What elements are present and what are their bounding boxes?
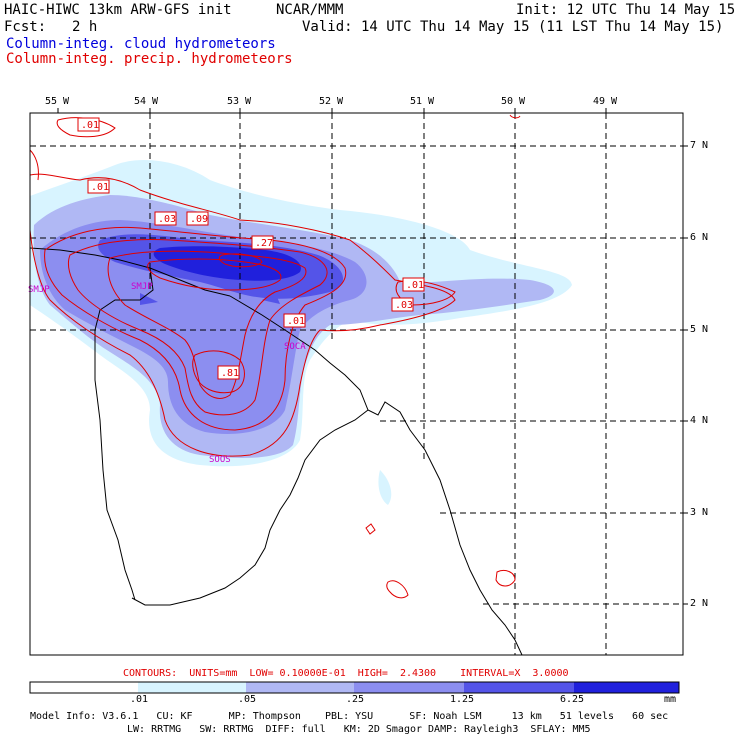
contour-value-label: .01 xyxy=(91,182,109,193)
axis-ticks xyxy=(57,108,688,605)
border-line xyxy=(94,267,154,601)
colorbar-swatch xyxy=(30,682,138,693)
contour-value-labels: .01 .01 .03 .09 .27 .01 .01 .03 .81 xyxy=(77,117,425,380)
station-labels: SMJP SMJP SOCA SOOS xyxy=(28,282,306,465)
model-info-line-1: Model Info: V3.6.1 CU: KF MP: Thompson P… xyxy=(30,711,669,722)
precip-contour xyxy=(44,226,347,431)
precip-contour xyxy=(30,149,39,181)
colorbar-swatch xyxy=(574,682,679,693)
lat-label: 6 N xyxy=(690,232,709,243)
colorbar-swatch xyxy=(246,682,354,693)
contour-value-label: .09 xyxy=(190,214,208,225)
cloud-shade-level-5 xyxy=(153,246,301,281)
precip-contour xyxy=(509,114,521,119)
init-time: Init: 12 UTC Thu 14 May 15 xyxy=(516,2,736,18)
precip-contour xyxy=(192,350,245,394)
colorbar-label: .01 xyxy=(130,694,149,705)
forecast-hour: 2 h xyxy=(72,19,98,35)
station-label: SMJP xyxy=(28,285,50,295)
contours-info: CONTOURS: UNITS=mm LOW= 0.10000E-01 HIGH… xyxy=(123,668,569,679)
lat-label: 7 N xyxy=(690,140,709,151)
map-frame xyxy=(29,112,684,656)
precip-contour xyxy=(30,173,456,457)
forecast-label: Fcst: xyxy=(4,19,47,35)
shaded-field xyxy=(30,160,572,505)
precip-contour xyxy=(365,523,376,535)
colorbar-label: .05 xyxy=(238,694,257,705)
organization-label: NCAR/MMM xyxy=(276,2,344,18)
lon-label: 55 W xyxy=(45,96,70,107)
lat-label: 3 N xyxy=(690,507,709,518)
precip-contour xyxy=(67,239,328,416)
border-line xyxy=(131,409,369,606)
contour-value-label: .03 xyxy=(395,300,413,311)
colorbar-units: mm xyxy=(664,694,677,705)
colorbar xyxy=(29,681,680,694)
precip-contour xyxy=(495,569,516,587)
cloud-shade-level-1 xyxy=(378,470,392,505)
lat-label: 4 N xyxy=(690,415,709,426)
lon-label: 54 W xyxy=(134,96,159,107)
plot-title: HAIC-HIWC 13km ARW-GFS init xyxy=(4,2,232,18)
contour-value-label: .01 xyxy=(406,280,424,291)
colorbar-swatch xyxy=(354,682,464,693)
precip-contour xyxy=(147,258,282,291)
contour-value-label: .01 xyxy=(81,120,99,131)
cloud-legend: Column-integ. cloud hydrometeors xyxy=(6,36,276,52)
precip-contour xyxy=(107,250,307,399)
colorbar-swatch xyxy=(464,682,574,693)
lon-label: 51 W xyxy=(410,96,435,107)
precip-legend: Column-integ. precip. hydrometeors xyxy=(6,51,293,67)
graticule xyxy=(30,113,683,655)
lon-label: 49 W xyxy=(593,96,618,107)
precip-contour xyxy=(218,253,263,268)
contour-value-label: .81 xyxy=(221,368,239,379)
contour-value-label: .27 xyxy=(255,238,273,249)
lon-label: 53 W xyxy=(227,96,252,107)
precip-contour xyxy=(395,280,456,306)
lat-label: 2 N xyxy=(690,598,709,609)
valid-time: Valid: 14 UTC Thu 14 May 15 (11 LST Thu … xyxy=(302,19,724,35)
colorbar-label: .25 xyxy=(346,694,365,705)
station-label: SOCA xyxy=(284,342,306,352)
cloud-shade-level-4 xyxy=(262,292,280,304)
colorbar-swatch xyxy=(138,682,246,693)
lon-label: 50 W xyxy=(501,96,526,107)
colorbar-label: 1.25 xyxy=(450,694,475,705)
colorbar-label: 6.25 xyxy=(560,694,585,705)
contour-value-label: .03 xyxy=(158,214,176,225)
precip-contour xyxy=(386,580,409,599)
station-label: SMJP xyxy=(131,282,153,292)
lon-label: 52 W xyxy=(319,96,344,107)
model-info-line-2: LW: RRTMG SW: RRTMG DIFF: full KM: 2D Sm… xyxy=(127,724,591,735)
contour-value-label: .01 xyxy=(287,316,305,327)
station-label: SOOS xyxy=(209,455,231,465)
lat-label: 5 N xyxy=(690,324,709,335)
